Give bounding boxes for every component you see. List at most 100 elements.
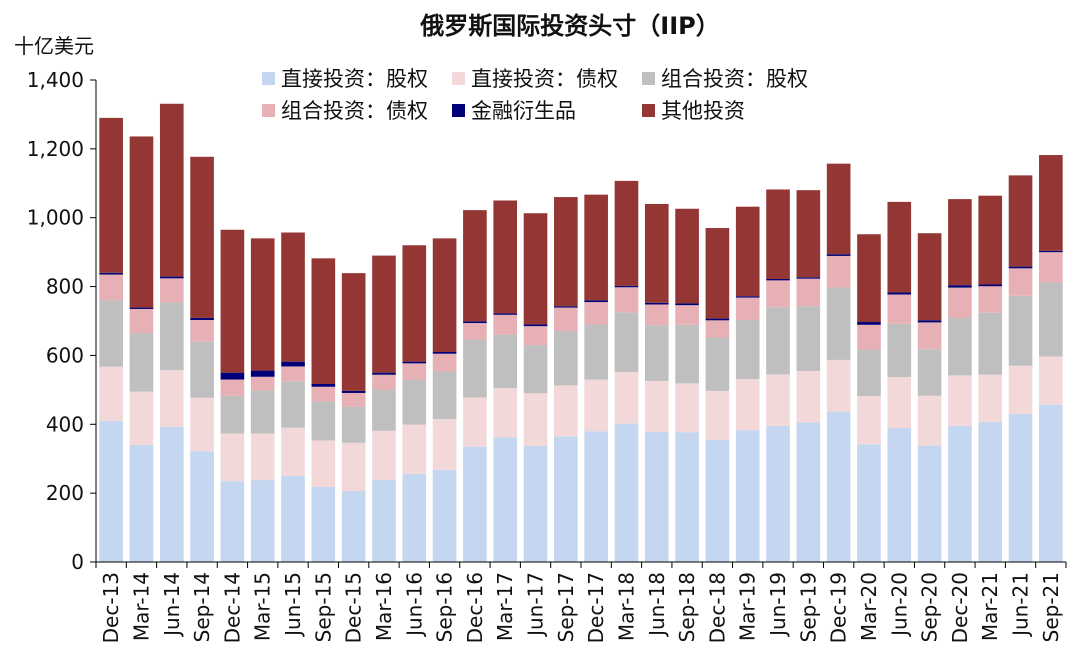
bar-segment-dec-20-s0 xyxy=(948,426,972,562)
bar-segment-sep-20-s0 xyxy=(917,445,942,562)
bar-segment-dec-13-s5 xyxy=(99,117,123,273)
bar-segment-mar-14-s5 xyxy=(129,136,154,308)
x-tick-label: Sep-16 xyxy=(433,572,457,642)
bar-segment-sep-21-s2 xyxy=(1039,282,1063,357)
bar-segment-mar-20-s4 xyxy=(857,322,881,325)
bar-segment-jun-20-s4 xyxy=(887,292,912,295)
legend-label: 组合投资：债权 xyxy=(281,99,428,123)
bar-segment-jun-16-s2 xyxy=(402,379,427,425)
bar-segment-jun-18-s5 xyxy=(644,203,669,303)
bar-segment-dec-18-s5 xyxy=(705,228,730,319)
bar-segment-jun-14-s1 xyxy=(159,370,184,428)
bar-segment-dec-20-s2 xyxy=(948,317,972,376)
legend-label: 直接投资：债权 xyxy=(471,67,618,91)
bar-segment-sep-18-s3 xyxy=(675,305,699,325)
legend-row: 直接投资：股权 直接投资：债权 组合投资：股权 xyxy=(262,62,862,94)
bar-segment-sep-14-s1 xyxy=(190,397,214,452)
bar-segment-mar-19-s2 xyxy=(735,319,760,380)
bar-segment-dec-19-s5 xyxy=(826,163,851,255)
bar-segment-dec-16-s5 xyxy=(463,210,487,322)
x-tick-label: Dec-17 xyxy=(584,572,608,643)
bar-segment-sep-14-s2 xyxy=(190,341,214,398)
bar-segment-mar-19-s5 xyxy=(735,206,760,297)
bar-segment-mar-15-s0 xyxy=(250,480,275,562)
bar-segment-sep-15-s2 xyxy=(311,401,336,441)
bar-segment-sep-20-s4 xyxy=(917,320,942,323)
bar-segment-dec-17-s3 xyxy=(584,302,608,325)
y-tick-label: 1,200 xyxy=(27,137,84,161)
y-tick-label: 1,400 xyxy=(27,68,84,92)
bar-segment-sep-17-s1 xyxy=(554,385,578,437)
bar-segment-sep-19-s3 xyxy=(796,278,821,307)
bar-segment-jun-20-s2 xyxy=(887,323,912,378)
bar-segment-jun-19-s3 xyxy=(766,280,790,308)
x-tick-label: Dec-16 xyxy=(463,572,487,643)
x-tick-label: Mar-20 xyxy=(857,572,881,641)
bar-segment-dec-14-s1 xyxy=(220,433,245,482)
bar-segment-sep-15-s5 xyxy=(311,258,336,384)
bar-segment-mar-15-s4 xyxy=(250,370,275,377)
bar-segment-dec-17-s1 xyxy=(584,379,608,432)
bar-segment-sep-16-s4 xyxy=(432,351,457,354)
bar-segment-mar-21-s4 xyxy=(978,284,1003,287)
bar-segment-sep-17-s5 xyxy=(554,197,578,307)
bar-segment-dec-18-s2 xyxy=(705,337,730,391)
bar-segment-jun-16-s3 xyxy=(402,363,427,380)
bar-segment-sep-19-s2 xyxy=(796,306,821,371)
y-tick-label: 1,000 xyxy=(27,206,84,230)
y-tick-label: 600 xyxy=(46,343,84,367)
bar-segment-sep-19-s0 xyxy=(796,422,821,562)
bar-segment-mar-18-s0 xyxy=(614,423,639,562)
bar-segment-sep-16-s3 xyxy=(432,353,457,372)
x-tick-label: Dec-15 xyxy=(342,572,366,643)
bar-segment-jun-18-s4 xyxy=(644,302,669,305)
bar-segment-dec-15-s1 xyxy=(341,442,366,492)
legend-item-other-investment: 其他投资 xyxy=(642,95,832,125)
x-tick-label: Jun-16 xyxy=(402,572,426,638)
bar-segment-dec-18-s3 xyxy=(705,320,730,338)
bar-segment-sep-18-s4 xyxy=(675,303,699,306)
bar-segment-jun-17-s2 xyxy=(523,345,548,394)
bar-segment-dec-15-s2 xyxy=(341,406,366,443)
bar-segment-mar-17-s5 xyxy=(493,200,518,314)
bar-segment-dec-13-s3 xyxy=(99,274,123,301)
x-tick-label: Dec-19 xyxy=(827,572,851,643)
bar-segment-mar-16-s3 xyxy=(372,374,396,390)
y-tick-label: 800 xyxy=(46,275,84,299)
legend-row: 组合投资：债权 金融衍生品 其他投资 xyxy=(262,94,862,126)
bar-segment-mar-15-s1 xyxy=(250,433,275,481)
bar-segment-sep-15-s0 xyxy=(311,486,336,562)
bar-segment-jun-20-s3 xyxy=(887,294,912,324)
bar-segment-mar-21-s5 xyxy=(978,195,1003,285)
bar-segment-dec-19-s4 xyxy=(826,254,851,256)
legend-swatch xyxy=(452,103,465,117)
bar-segment-jun-19-s5 xyxy=(766,189,790,279)
bar-segment-sep-21-s3 xyxy=(1039,252,1063,283)
bar-segment-dec-14-s0 xyxy=(220,481,245,562)
y-tick-label: 200 xyxy=(46,481,84,505)
bar-segment-jun-21-s4 xyxy=(1008,266,1033,269)
bar-segment-jun-14-s4 xyxy=(159,276,184,279)
bar-segment-mar-20-s3 xyxy=(857,324,881,350)
bar-segment-jun-15-s1 xyxy=(281,427,305,476)
bar-segment-sep-19-s1 xyxy=(796,370,821,423)
bar-segment-mar-20-s1 xyxy=(857,396,881,445)
x-tick-label: Mar-19 xyxy=(736,572,760,641)
x-tick-label: Sep-21 xyxy=(1039,572,1063,642)
bar-segment-mar-17-s1 xyxy=(493,388,518,438)
x-tick-label: Dec-18 xyxy=(705,572,729,643)
bar-segment-sep-14-s4 xyxy=(190,317,214,320)
bar-segment-mar-19-s3 xyxy=(735,297,760,320)
x-tick-label: Sep-14 xyxy=(190,572,214,642)
bar-segment-mar-18-s4 xyxy=(614,285,639,288)
bar-segment-jun-15-s0 xyxy=(281,475,305,562)
bar-segment-jun-20-s5 xyxy=(887,201,912,293)
bar-segment-jun-21-s3 xyxy=(1008,268,1033,296)
bar-segment-jun-18-s2 xyxy=(644,325,669,381)
bar-segment-dec-19-s1 xyxy=(826,359,851,412)
bar-segment-jun-17-s1 xyxy=(523,393,548,446)
bar-segment-dec-14-s3 xyxy=(220,379,245,396)
x-tick-label: Mar-18 xyxy=(614,572,638,641)
bar-segment-sep-16-s5 xyxy=(432,238,457,352)
bar-segment-jun-18-s1 xyxy=(644,380,669,432)
